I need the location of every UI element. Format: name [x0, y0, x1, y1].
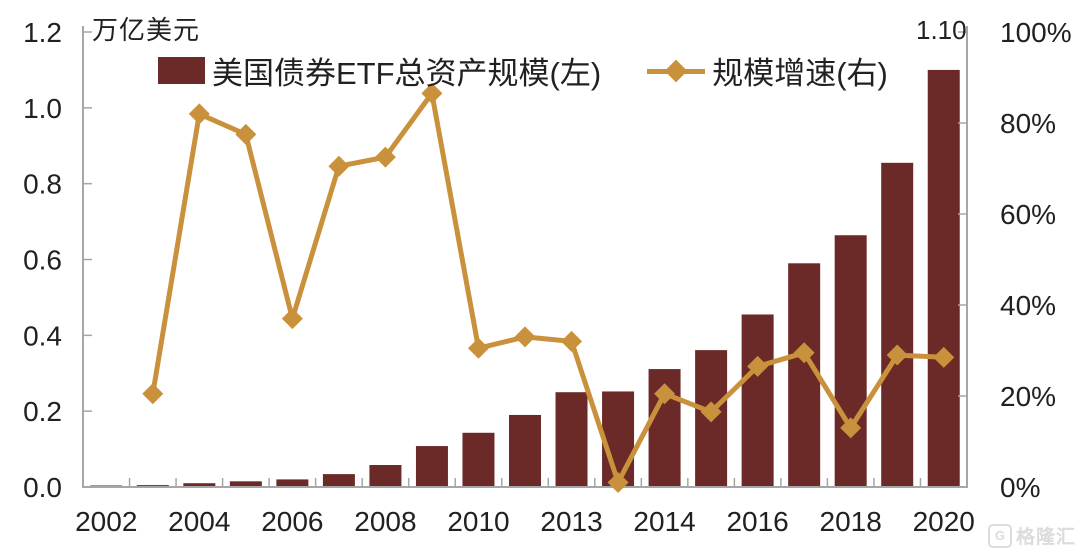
- legend-item-line-series: 规模增速(右): [647, 48, 888, 93]
- left-axis-title: 万亿美元: [92, 15, 201, 45]
- left-axis-tick-label: 1.0: [23, 93, 62, 124]
- legend-label-line-series: 规模增速(右): [712, 56, 888, 91]
- bar-2012: [555, 392, 588, 487]
- bar-2007: [322, 474, 355, 487]
- line-point-2020: [933, 346, 955, 368]
- left-axis-tick-label: 0.4: [23, 320, 62, 351]
- bar-2016: [741, 314, 774, 487]
- line-point-2006: [281, 308, 303, 330]
- legend-label-bar-series: 美国债券ETF总资产规模(左): [212, 56, 602, 91]
- line-point-2011: [514, 326, 536, 348]
- x-axis-label-2020: 2020: [913, 506, 975, 537]
- line-point-2012: [561, 330, 583, 352]
- x-axis-label-2014: 2014: [633, 506, 695, 537]
- bar-value-label-2020: 1.10: [916, 15, 967, 45]
- left-axis-tick-label: 0.0: [23, 472, 62, 503]
- line-point-2008: [374, 146, 396, 168]
- bar-2004: [183, 483, 216, 487]
- bar-2006: [276, 479, 309, 487]
- x-axis-label-2006: 2006: [261, 506, 323, 537]
- line-point-2019: [886, 344, 908, 366]
- line-point-2007: [328, 155, 350, 177]
- left-axis-tick-label: 0.8: [23, 169, 62, 200]
- legend: 美国债券ETF总资产规模(左) 规模增速(右): [158, 48, 888, 93]
- left-axis-tick-label: 1.2: [23, 17, 62, 48]
- right-axis-tick-label: 100%: [1000, 17, 1072, 48]
- line-point-2014: [654, 383, 676, 405]
- bar-2013: [602, 391, 635, 487]
- bar-2005: [229, 481, 262, 487]
- line-point-2016: [747, 355, 769, 377]
- bar-2010: [462, 432, 495, 487]
- growth-line: [150, 90, 947, 485]
- x-axis-label-2013: 2013: [540, 506, 602, 537]
- right-axis-tick-label: 60%: [1000, 199, 1056, 230]
- bar-2009: [415, 446, 448, 487]
- bar-series-swatch: [158, 57, 205, 84]
- x-axis-label-2002: 2002: [75, 506, 137, 537]
- line-point-2015: [700, 401, 722, 423]
- line-point-2017: [793, 342, 815, 364]
- line-point-2004: [188, 103, 210, 125]
- x-axis-label-2010: 2010: [447, 506, 509, 537]
- bar-2019: [881, 162, 914, 487]
- x-axis-label-2004: 2004: [168, 506, 230, 537]
- line-point-2009: [421, 82, 443, 104]
- line-series-swatch: [647, 57, 706, 85]
- gelonghui-watermark-text: 格隆汇: [1015, 527, 1076, 548]
- legend-item-bar-series: 美国债券ETF总资产规模(左): [158, 48, 601, 93]
- bar-2018: [834, 235, 867, 487]
- x-axis-label-2018: 2018: [820, 506, 882, 537]
- gelonghui-watermark: G 格隆汇: [987, 522, 1076, 549]
- line-point-2005: [235, 123, 257, 145]
- bar-2020: [927, 69, 960, 488]
- diamond-marker-icon: [664, 59, 688, 82]
- bar-2017: [788, 263, 821, 487]
- line-point-2010: [467, 337, 489, 359]
- right-axis-tick-label: 0%: [1000, 472, 1040, 503]
- x-axis-label-2008: 2008: [354, 506, 416, 537]
- x-axis-label-2016: 2016: [726, 506, 788, 537]
- line-point-2018: [840, 417, 862, 439]
- right-axis-tick-label: 40%: [1000, 290, 1056, 321]
- left-axis-tick-label: 0.6: [23, 245, 62, 276]
- line-point-2013: [607, 471, 629, 493]
- bar-2008: [369, 465, 402, 487]
- bar-2011: [509, 414, 541, 487]
- line-point-2003: [142, 383, 164, 405]
- right-axis-tick-label: 80%: [1000, 108, 1056, 139]
- gelonghui-logo-icon: G: [987, 523, 1012, 548]
- right-axis-tick-label: 20%: [1000, 381, 1056, 412]
- left-axis-tick-label: 0.2: [23, 396, 62, 427]
